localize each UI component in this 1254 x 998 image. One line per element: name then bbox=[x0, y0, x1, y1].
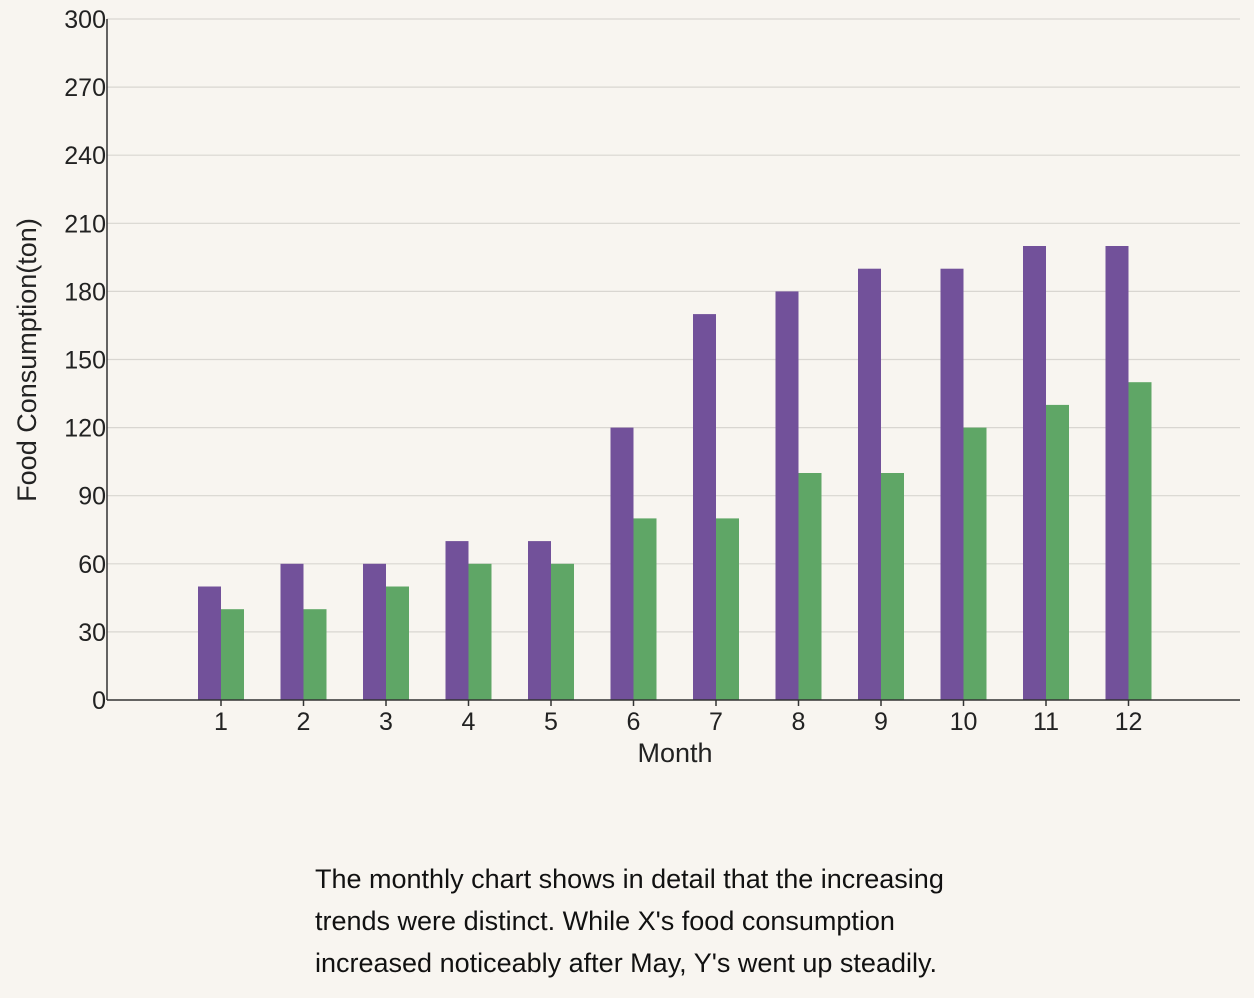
x-tick-label: 4 bbox=[462, 708, 476, 736]
y-tick-label: 240 bbox=[64, 142, 106, 170]
y-tick-label: 180 bbox=[64, 278, 106, 306]
x-tick-label: 11 bbox=[1033, 708, 1059, 736]
bar bbox=[963, 427, 987, 700]
x-axis-label: Month bbox=[637, 738, 712, 768]
bar bbox=[386, 586, 409, 700]
bar bbox=[551, 563, 574, 700]
y-tick-label: 210 bbox=[64, 210, 106, 238]
bar bbox=[775, 291, 799, 700]
x-tick-label: 2 bbox=[297, 708, 311, 736]
bar bbox=[1128, 382, 1152, 700]
bar bbox=[1046, 404, 1069, 700]
y-tick-label: 150 bbox=[64, 347, 106, 375]
bar bbox=[940, 268, 964, 700]
x-tick-label: 1 bbox=[214, 708, 228, 736]
bar bbox=[716, 518, 739, 700]
x-tick-label: 3 bbox=[379, 708, 393, 736]
bar bbox=[798, 473, 822, 700]
y-tick-label: 120 bbox=[64, 415, 106, 443]
x-tick-label: 9 bbox=[874, 708, 888, 736]
bar bbox=[528, 541, 551, 700]
bars bbox=[198, 246, 1152, 700]
bar bbox=[633, 518, 657, 700]
x-tick-labels: 1 2 3 4 5 6 7 8 9 10 11 12 bbox=[214, 708, 1142, 736]
bar bbox=[468, 563, 492, 700]
y-tick-label: 270 bbox=[64, 74, 106, 102]
chart-caption: The monthly chart shows in detail that t… bbox=[315, 864, 944, 978]
y-tick-label: 300 bbox=[64, 6, 106, 34]
x-tick-label: 10 bbox=[950, 708, 978, 736]
y-tick-label: 60 bbox=[78, 551, 106, 579]
bar bbox=[610, 427, 634, 700]
axes bbox=[106, 19, 1240, 706]
y-axis-label: Food Consumption(ton) bbox=[12, 218, 42, 502]
bar bbox=[1023, 246, 1046, 700]
x-tick-label: 7 bbox=[709, 708, 723, 736]
bar bbox=[1105, 246, 1129, 700]
bar bbox=[363, 563, 386, 700]
x-tick-label: 8 bbox=[792, 708, 806, 736]
bar bbox=[445, 541, 469, 700]
y-tick-label: 90 bbox=[78, 483, 106, 511]
grid-lines bbox=[107, 18, 1240, 633]
y-tick-label: 0 bbox=[92, 687, 106, 715]
bar bbox=[280, 563, 304, 700]
bar bbox=[198, 586, 221, 700]
bar bbox=[858, 268, 881, 700]
x-tick-label: 6 bbox=[627, 708, 641, 736]
x-tick-label: 12 bbox=[1115, 708, 1143, 736]
y-tick-label: 30 bbox=[78, 619, 106, 647]
x-tick-label: 5 bbox=[544, 708, 558, 736]
bar bbox=[693, 314, 716, 700]
bar bbox=[303, 609, 327, 700]
y-tick-labels: 0 30 60 90 120 150 180 210 240 270 300 bbox=[64, 6, 106, 715]
bar bbox=[881, 473, 904, 700]
bar bbox=[221, 609, 244, 700]
